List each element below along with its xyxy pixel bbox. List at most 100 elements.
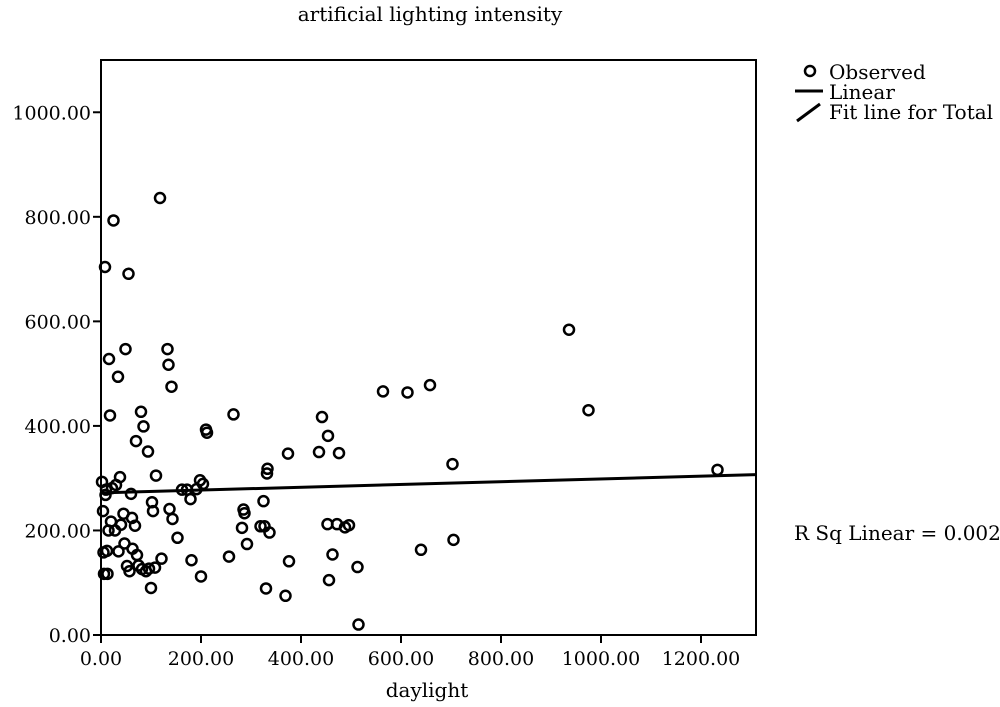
observed-point	[711, 463, 724, 477]
observed-point	[401, 386, 414, 399]
observed-point	[281, 447, 295, 460]
x-tick-label: 200.00	[168, 648, 234, 670]
observed-point	[153, 191, 167, 205]
observed-point	[260, 467, 274, 480]
observed-point	[342, 518, 356, 532]
x-tick-label: 800.00	[468, 648, 534, 670]
observed-point	[100, 544, 114, 558]
chart-title: artificial lighting intensity	[298, 2, 563, 26]
observed-point	[98, 260, 112, 274]
observed-point	[99, 488, 112, 502]
observed-point	[112, 545, 125, 558]
observed-point	[148, 561, 162, 574]
observed-point	[321, 429, 335, 443]
observed-point	[326, 548, 339, 561]
observed-point	[446, 457, 459, 471]
observed-point	[259, 582, 273, 595]
observed-point	[200, 426, 214, 439]
observed-point	[282, 555, 296, 568]
observed-point	[185, 554, 198, 567]
observed-point	[142, 562, 156, 575]
y-tick-label: 800.00	[25, 207, 91, 229]
y-tick-label: 0.00	[49, 625, 91, 647]
observed-point	[279, 589, 292, 603]
observed-point	[222, 550, 236, 563]
x-tick-label: 1000.00	[562, 648, 641, 670]
observed-point	[254, 520, 267, 533]
observed-point	[175, 483, 189, 496]
observed-point	[162, 358, 175, 371]
observed-point	[194, 570, 208, 583]
legend-linear-label: Linear	[829, 80, 895, 104]
observed-point	[376, 385, 390, 398]
observed-point	[137, 420, 150, 433]
observed-point	[124, 487, 138, 501]
observed-point	[99, 483, 113, 496]
x-tick-label: 400.00	[268, 648, 334, 670]
legend-observed-marker	[803, 64, 817, 78]
y-tick-label: 1000.00	[12, 102, 91, 124]
x-tick-label: 0.00	[80, 648, 122, 670]
observed-points	[95, 191, 724, 631]
legend: Observed Linear Fit line for Total	[795, 60, 993, 124]
x-tick-label: 1200.00	[662, 648, 741, 670]
observed-point	[423, 378, 437, 392]
observed-point	[447, 533, 460, 547]
observed-point	[155, 552, 168, 565]
x-axis-label: daylight	[386, 678, 469, 702]
observed-point	[149, 469, 163, 482]
observed-point	[171, 531, 184, 545]
observed-point	[414, 543, 428, 557]
plot-area	[100, 59, 757, 636]
observed-point	[166, 512, 179, 526]
observed-point	[227, 408, 240, 421]
observed-point	[114, 518, 128, 531]
observed-point	[101, 567, 114, 581]
x-axis: 0.00 200.00 400.00 600.00 800.00 1000.00 1200.…	[80, 635, 740, 670]
observed-point	[240, 537, 254, 551]
observed-point	[322, 573, 336, 587]
observed-point	[119, 342, 132, 356]
observed-point	[141, 445, 155, 458]
observed-point	[103, 409, 117, 422]
observed-point	[332, 446, 346, 460]
observed-point	[161, 342, 174, 356]
y-axis: 0.00 200.00 400.00 600.00 800.00 1000.00	[12, 102, 101, 647]
y-tick-label: 200.00	[25, 520, 91, 542]
r-squared-annotation: R Sq Linear = 0.002	[794, 521, 1000, 545]
legend-fit-label: Fit line for Total	[829, 100, 993, 124]
observed-point	[312, 445, 326, 459]
observed-point	[263, 526, 276, 539]
observed-point	[102, 352, 116, 366]
observed-point	[108, 524, 122, 537]
observed-point	[144, 581, 158, 595]
observed-point	[123, 564, 136, 578]
observed-point	[352, 618, 365, 631]
observed-point	[111, 370, 125, 384]
observed-point	[235, 521, 249, 535]
observed-point	[582, 403, 595, 417]
observed-point	[146, 504, 160, 518]
observed-point	[163, 502, 176, 516]
observed-point	[122, 267, 135, 281]
observed-point	[315, 410, 329, 424]
observed-point	[129, 434, 143, 448]
observed-point	[261, 462, 274, 476]
observed-point	[562, 323, 576, 336]
observed-point	[107, 214, 120, 227]
observed-point	[134, 405, 148, 419]
observed-point	[196, 477, 210, 491]
y-tick-label: 600.00	[25, 311, 91, 333]
observed-point	[351, 560, 364, 574]
legend-fit-marker	[796, 102, 821, 123]
y-tick-label: 400.00	[25, 416, 91, 438]
observed-point	[184, 492, 197, 506]
observed-point	[128, 519, 142, 532]
observed-point	[113, 470, 127, 484]
observed-point	[238, 506, 251, 520]
observed-point	[257, 494, 270, 508]
observed-point	[96, 504, 110, 518]
x-tick-label: 600.00	[368, 648, 434, 670]
fit-line	[100, 473, 757, 495]
